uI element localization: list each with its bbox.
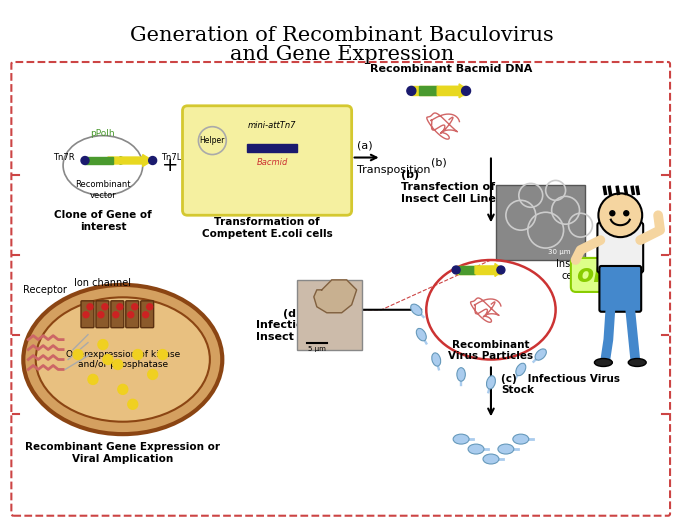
Circle shape (462, 87, 471, 96)
Ellipse shape (498, 444, 514, 454)
Ellipse shape (483, 454, 499, 464)
Ellipse shape (432, 353, 441, 366)
Circle shape (598, 193, 642, 237)
Ellipse shape (628, 359, 646, 366)
Circle shape (133, 350, 143, 360)
Circle shape (88, 374, 98, 384)
Text: (c)   Infectious Virus
Stock: (c) Infectious Virus Stock (501, 374, 620, 395)
Circle shape (113, 312, 119, 318)
FancyBboxPatch shape (182, 106, 352, 215)
Polygon shape (314, 280, 356, 313)
FancyBboxPatch shape (111, 301, 124, 328)
Text: and Gene Expression: and Gene Expression (230, 45, 454, 64)
Circle shape (98, 340, 108, 350)
Text: Recombinant Gene Expression or
Viral Amplication: Recombinant Gene Expression or Viral Amp… (25, 442, 220, 464)
Text: Helper: Helper (200, 136, 225, 145)
Text: +: + (163, 156, 179, 175)
Text: Tn7L: Tn7L (160, 153, 181, 162)
Text: Insect
cell: Insect cell (556, 259, 585, 281)
Text: (d)
Infection of
Insect Cells: (d) Infection of Insect Cells (256, 309, 328, 342)
Circle shape (452, 266, 460, 274)
Text: Recombinant
vector: Recombinant vector (75, 181, 131, 200)
Text: Overexpression of kinase
and/or phosphatase: Overexpression of kinase and/or phosphat… (66, 350, 180, 369)
Text: Ion channel: Ion channel (74, 278, 131, 288)
Ellipse shape (453, 434, 469, 444)
Circle shape (98, 312, 104, 318)
Ellipse shape (468, 444, 484, 454)
Ellipse shape (416, 329, 426, 341)
Text: Transformation of
Competent E.coli cells: Transformation of Competent E.coli cells (202, 217, 333, 239)
Text: mini-attTn7: mini-attTn7 (248, 121, 296, 130)
FancyArrow shape (420, 87, 437, 96)
Circle shape (624, 211, 629, 216)
Ellipse shape (486, 376, 496, 389)
FancyBboxPatch shape (598, 222, 643, 273)
Text: (b)
Transfection of
Insect Cell Lines: (b) Transfection of Insect Cell Lines (401, 171, 503, 204)
FancyBboxPatch shape (81, 301, 94, 328)
Text: Transposition: Transposition (356, 165, 430, 175)
FancyArrow shape (475, 264, 504, 277)
Circle shape (407, 87, 416, 96)
Ellipse shape (36, 297, 210, 422)
Text: Recombinant
Virus Particles: Recombinant Virus Particles (448, 340, 534, 361)
Circle shape (148, 370, 158, 380)
Text: Receptor: Receptor (23, 285, 67, 295)
Ellipse shape (513, 434, 529, 444)
Ellipse shape (535, 349, 546, 360)
FancyBboxPatch shape (297, 280, 362, 350)
Text: (b): (b) (431, 158, 447, 167)
Circle shape (87, 304, 93, 310)
FancyBboxPatch shape (496, 185, 585, 260)
Circle shape (610, 211, 615, 216)
Circle shape (81, 156, 89, 164)
Text: Tn7R: Tn7R (54, 153, 75, 162)
FancyArrow shape (456, 266, 501, 274)
Circle shape (102, 304, 108, 310)
Circle shape (128, 400, 138, 410)
Text: Recombinant Bacmid DNA: Recombinant Bacmid DNA (370, 64, 532, 74)
Circle shape (83, 312, 89, 318)
Ellipse shape (411, 304, 422, 316)
FancyArrow shape (459, 266, 475, 274)
Text: Generation of Recombinant Baculovirus: Generation of Recombinant Baculovirus (130, 26, 554, 45)
FancyBboxPatch shape (96, 301, 109, 328)
Text: pPolh: pPolh (90, 129, 115, 138)
FancyArrow shape (437, 84, 469, 98)
FancyBboxPatch shape (599, 266, 641, 312)
Text: (d): (d) (314, 285, 330, 295)
Text: 5 μm: 5 μm (308, 345, 326, 352)
Ellipse shape (594, 359, 613, 366)
FancyArrow shape (411, 87, 466, 96)
Text: Bacmid: Bacmid (256, 158, 288, 166)
FancyArrow shape (85, 157, 113, 164)
Circle shape (132, 304, 138, 310)
Circle shape (147, 304, 152, 310)
Circle shape (73, 350, 83, 360)
FancyBboxPatch shape (141, 301, 154, 328)
Circle shape (113, 360, 123, 370)
Circle shape (497, 266, 505, 274)
Circle shape (128, 312, 134, 318)
Text: Clone of Gene of
interest: Clone of Gene of interest (54, 210, 152, 232)
FancyArrow shape (108, 154, 152, 166)
Circle shape (143, 312, 149, 318)
Ellipse shape (23, 285, 222, 434)
Ellipse shape (457, 368, 465, 381)
Ellipse shape (516, 363, 526, 376)
Circle shape (117, 304, 123, 310)
Text: ok!: ok! (576, 263, 621, 287)
FancyBboxPatch shape (126, 301, 139, 328)
Circle shape (118, 384, 128, 394)
Circle shape (103, 354, 113, 364)
FancyArrow shape (247, 144, 297, 152)
Text: 30 μm: 30 μm (548, 249, 571, 255)
Circle shape (158, 350, 167, 360)
Text: (a): (a) (356, 141, 372, 151)
Circle shape (149, 156, 156, 164)
